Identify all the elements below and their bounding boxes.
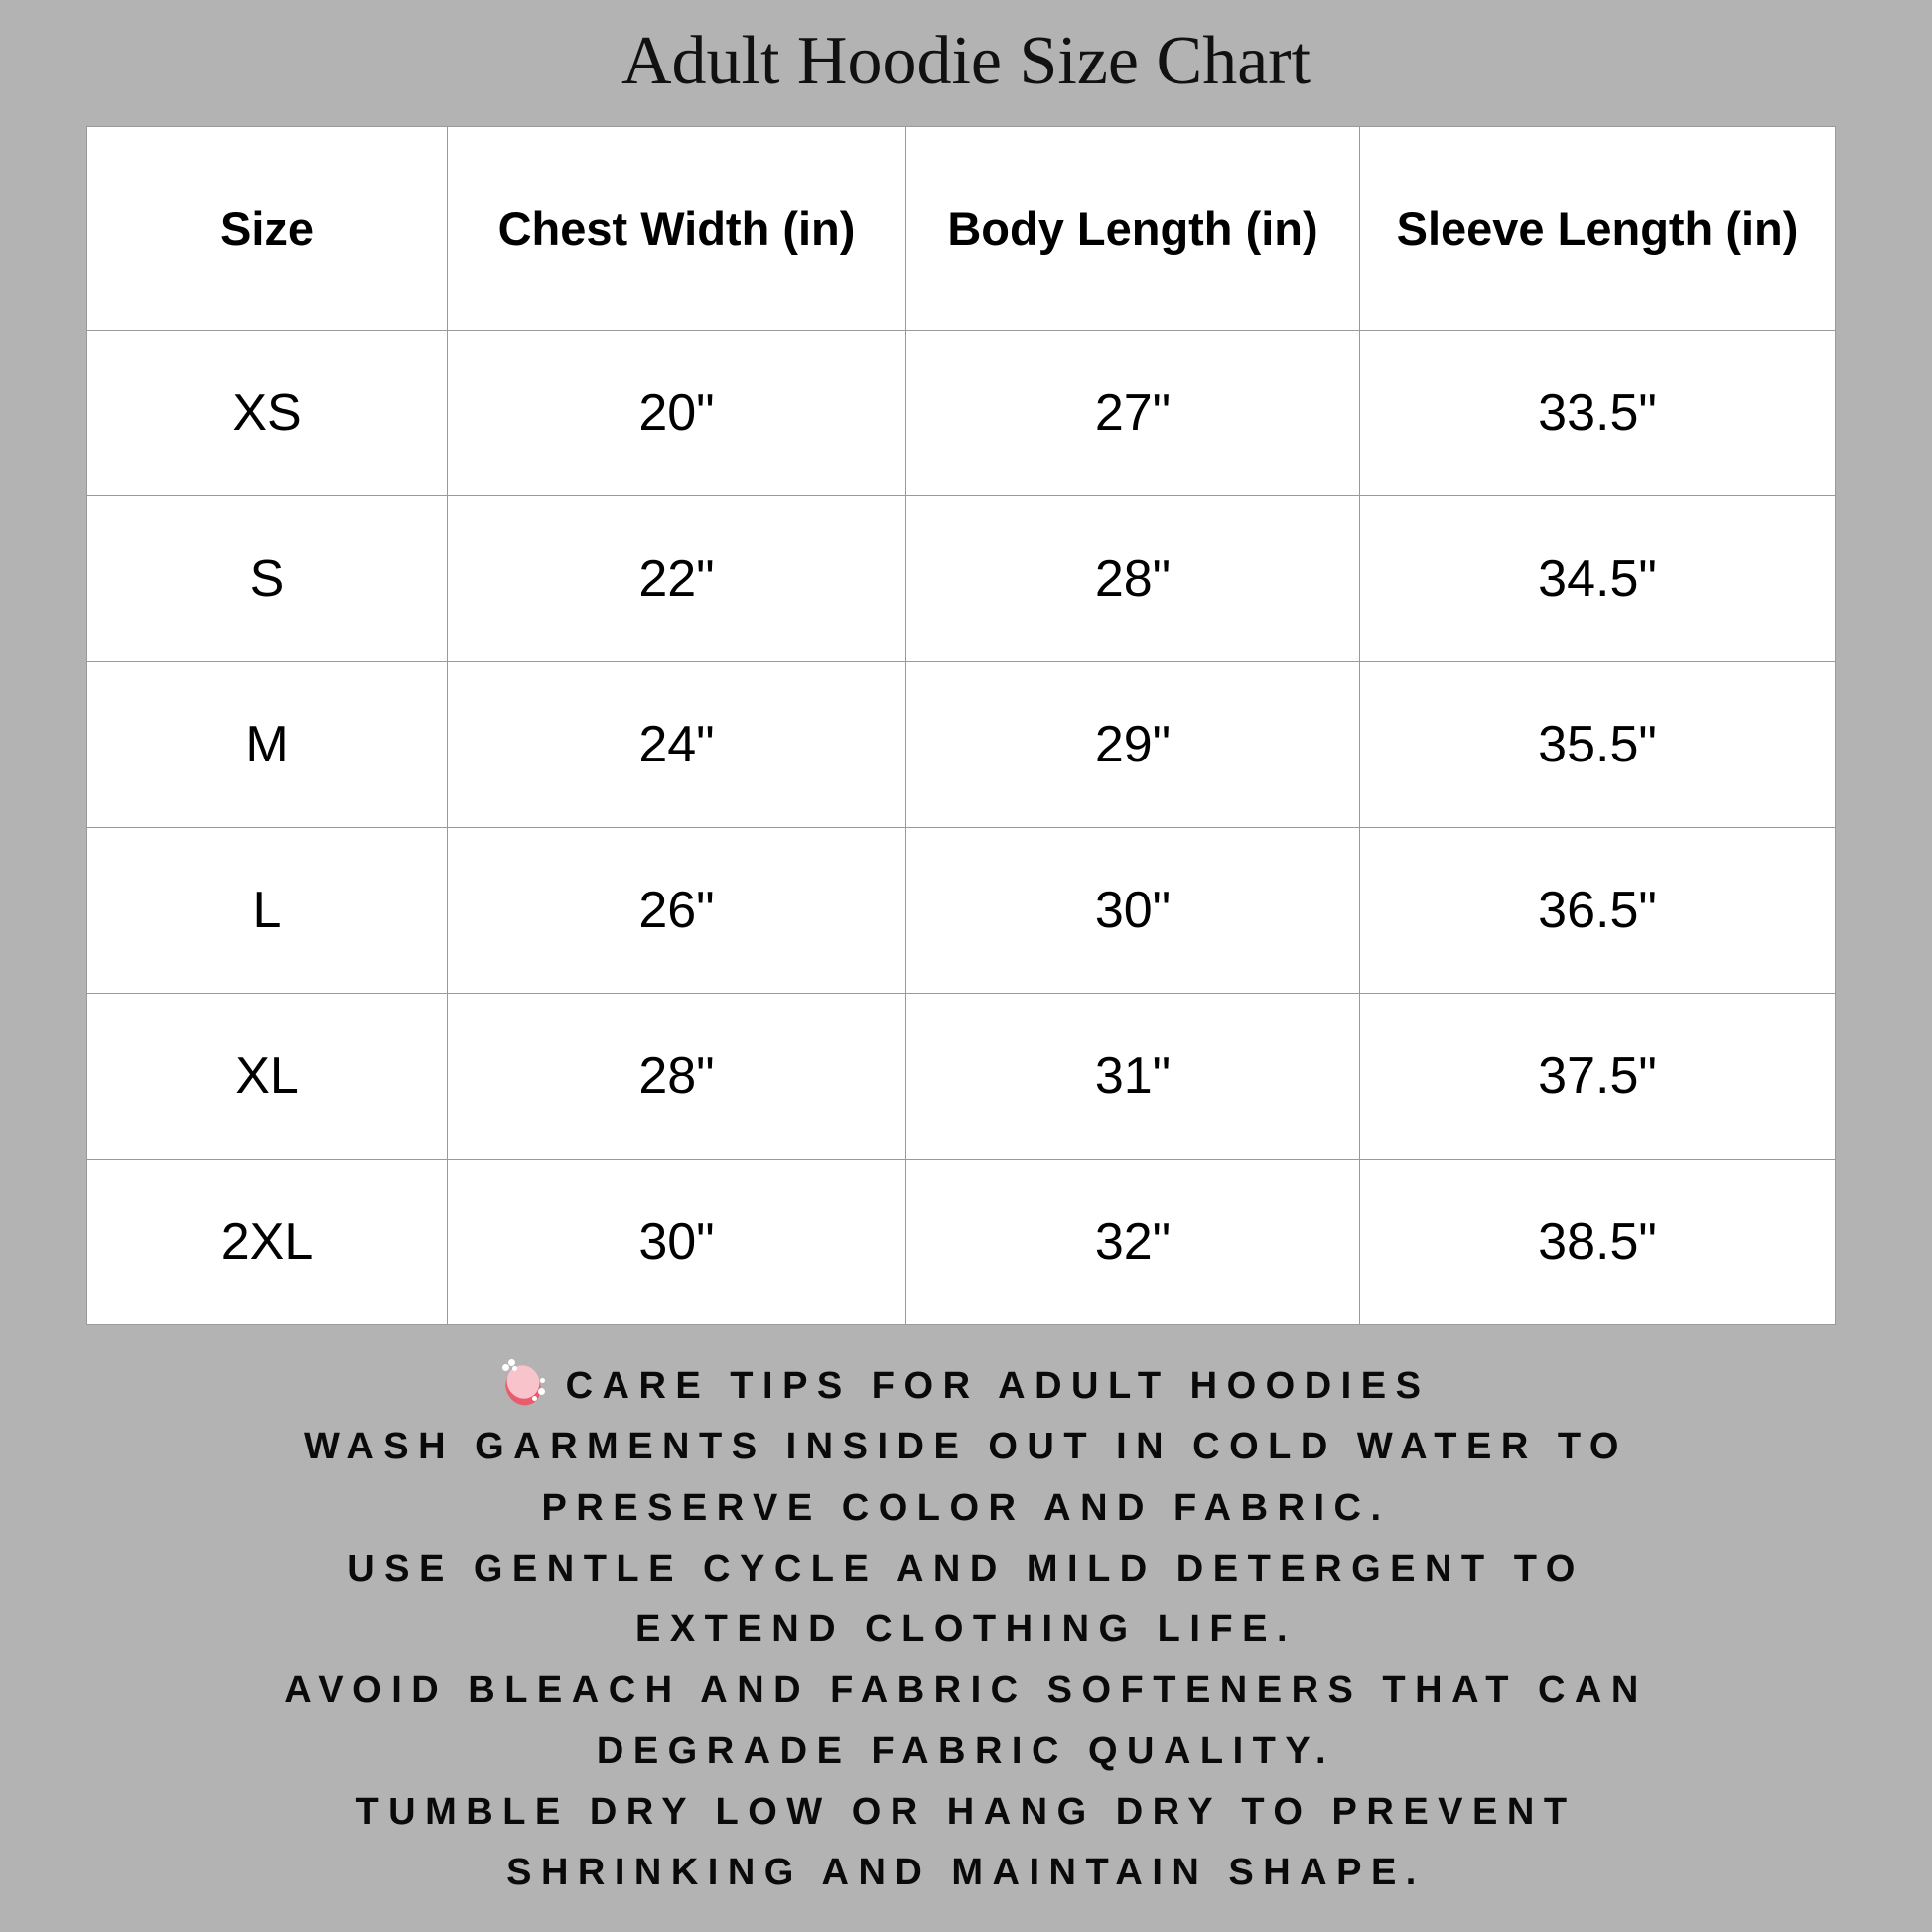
cell-chest-width: 30" <box>447 1159 906 1325</box>
cell-sleeve-length: 35.5" <box>1359 661 1836 828</box>
table-header-row: Size Chest Width (in) Body Length (in) S… <box>86 126 1836 331</box>
cell-size: S <box>86 495 448 662</box>
care-line: PRESERVE COLOR AND FABRIC. <box>541 1486 1391 1529</box>
size-chart-table: Size Chest Width (in) Body Length (in) S… <box>86 126 1836 1325</box>
cell-body-length: 32" <box>905 1159 1360 1325</box>
care-heading-line: CARE TIPS FOR ADULT HOODIES <box>0 1356 1932 1417</box>
cell-body-length: 28" <box>905 495 1360 662</box>
cell-chest-width: 20" <box>447 330 906 496</box>
cell-chest-width: 24" <box>447 661 906 828</box>
cell-size: 2XL <box>86 1159 448 1325</box>
cell-sleeve-length: 33.5" <box>1359 330 1836 496</box>
care-line: SHRINKING AND MAINTAIN SHAPE. <box>506 1852 1426 1894</box>
cell-body-length: 30" <box>905 827 1360 994</box>
cell-body-length: 29" <box>905 661 1360 828</box>
table-row: XS 20" 27" 33.5" <box>86 330 1836 496</box>
cell-size: XL <box>86 993 448 1160</box>
table-row: XL 28" 31" 37.5" <box>86 993 1836 1160</box>
cell-sleeve-length: 36.5" <box>1359 827 1836 994</box>
header-sleeve-length: Sleeve Length (in) <box>1359 126 1836 331</box>
care-line: USE GENTLE CYCLE AND MILD DETERGENT TO <box>347 1547 1585 1589</box>
care-tips: CARE TIPS FOR ADULT HOODIES WASH GARMENT… <box>0 1356 1932 1904</box>
care-line: AVOID BLEACH AND FABRIC SOFTENERS THAT C… <box>284 1669 1648 1712</box>
care-line: WASH GARMENTS INSIDE OUT IN COLD WATER T… <box>304 1426 1628 1468</box>
care-line: TUMBLE DRY LOW OR HANG DRY TO PREVENT <box>355 1791 1577 1834</box>
care-line: DEGRADE FABRIC QUALITY. <box>596 1729 1336 1772</box>
cell-body-length: 27" <box>905 330 1360 496</box>
table-row: 2XL 30" 32" 38.5" <box>86 1159 1836 1325</box>
care-heading: CARE TIPS FOR ADULT HOODIES <box>565 1365 1431 1407</box>
care-line: EXTEND CLOTHING LIFE. <box>634 1608 1298 1651</box>
table-row: S 22" 28" 34.5" <box>86 495 1836 662</box>
page-title: Adult Hoodie Size Chart <box>621 23 1311 99</box>
table-row: M 24" 29" 35.5" <box>86 661 1836 828</box>
cell-sleeve-length: 37.5" <box>1359 993 1836 1160</box>
header-size: Size <box>86 126 448 331</box>
soap-icon <box>497 1358 548 1413</box>
cell-chest-width: 22" <box>447 495 906 662</box>
cell-size: M <box>86 661 448 828</box>
header-body-length: Body Length (in) <box>905 126 1360 331</box>
cell-size: L <box>86 827 448 994</box>
cell-sleeve-length: 38.5" <box>1359 1159 1836 1325</box>
header-chest-width: Chest Width (in) <box>447 126 906 331</box>
table-row: L 26" 30" 36.5" <box>86 827 1836 994</box>
cell-chest-width: 28" <box>447 993 906 1160</box>
cell-body-length: 31" <box>905 993 1360 1160</box>
cell-sleeve-length: 34.5" <box>1359 495 1836 662</box>
cell-chest-width: 26" <box>447 827 906 994</box>
cell-size: XS <box>86 330 448 496</box>
